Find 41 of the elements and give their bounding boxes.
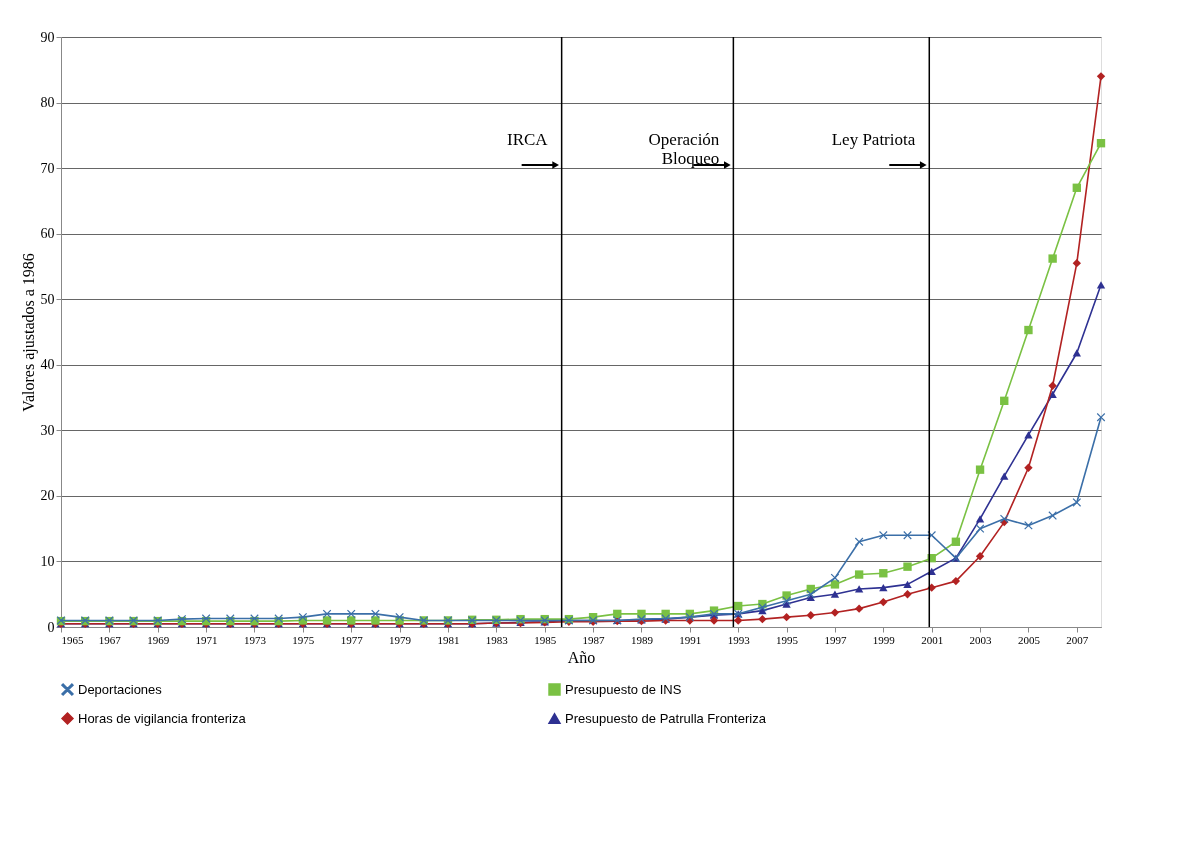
x-tick-label: 1975 (292, 633, 315, 646)
x-tick-label: 1967 (98, 633, 122, 646)
x-tick-label: 1997 (824, 633, 847, 646)
legend-label: Deportaciones (78, 681, 163, 697)
legend-label: Presupuesto de INS (565, 681, 682, 697)
x-tick-label: 1969 (147, 633, 170, 646)
legend-label: Presupuesto de Patrulla Fronteriza (565, 710, 767, 726)
y-tick-label: 50 (40, 291, 55, 307)
x-axis-title: Año (567, 648, 596, 666)
y-tick-label: 30 (40, 422, 55, 438)
ref-line-label: Operación Bloqueo (648, 130, 720, 168)
ref-line-label: IRCA (507, 130, 549, 149)
y-tick-label: 90 (40, 29, 55, 45)
x-tick-label: 1973 (243, 633, 267, 646)
x-tick-label: 1979 (389, 633, 412, 646)
y-axis-title: Valores ajustados a 1986 (19, 253, 38, 412)
x-tick-label: 1989 (630, 633, 654, 646)
x-tick-label: 1987 (582, 633, 606, 646)
x-tick-label: 1993 (727, 633, 751, 646)
x-tick-label: 1965 (61, 633, 84, 646)
x-tick-label: 1999 (872, 633, 896, 646)
x-tick-label: 1985 (534, 633, 557, 646)
x-tick-label: 2007 (1066, 633, 1089, 646)
y-tick-label: 0 (47, 619, 55, 635)
y-tick-label: 80 (40, 95, 55, 111)
y-tick-label: 40 (40, 357, 55, 373)
x-tick-label: 1977 (340, 633, 364, 646)
y-tick-label: 20 (40, 488, 55, 504)
y-tick-label: 70 (40, 160, 55, 176)
x-tick-label: 2001 (921, 633, 944, 646)
x-tick-label: 2003 (969, 633, 993, 646)
y-tick-label: 60 (40, 226, 55, 242)
x-tick-label: 1981 (437, 633, 460, 646)
x-tick-label: 1983 (485, 633, 509, 646)
y-tick-label: 10 (40, 553, 55, 569)
ref-line-label: Ley Patriota (831, 130, 916, 149)
x-tick-label: 1971 (195, 633, 218, 646)
x-tick-label: 2005 (1017, 633, 1041, 646)
legend-label: Horas de vigilancia fronteriza (78, 710, 247, 726)
x-tick-label: 1995 (776, 633, 799, 646)
x-tick-label: 1991 (679, 633, 702, 646)
